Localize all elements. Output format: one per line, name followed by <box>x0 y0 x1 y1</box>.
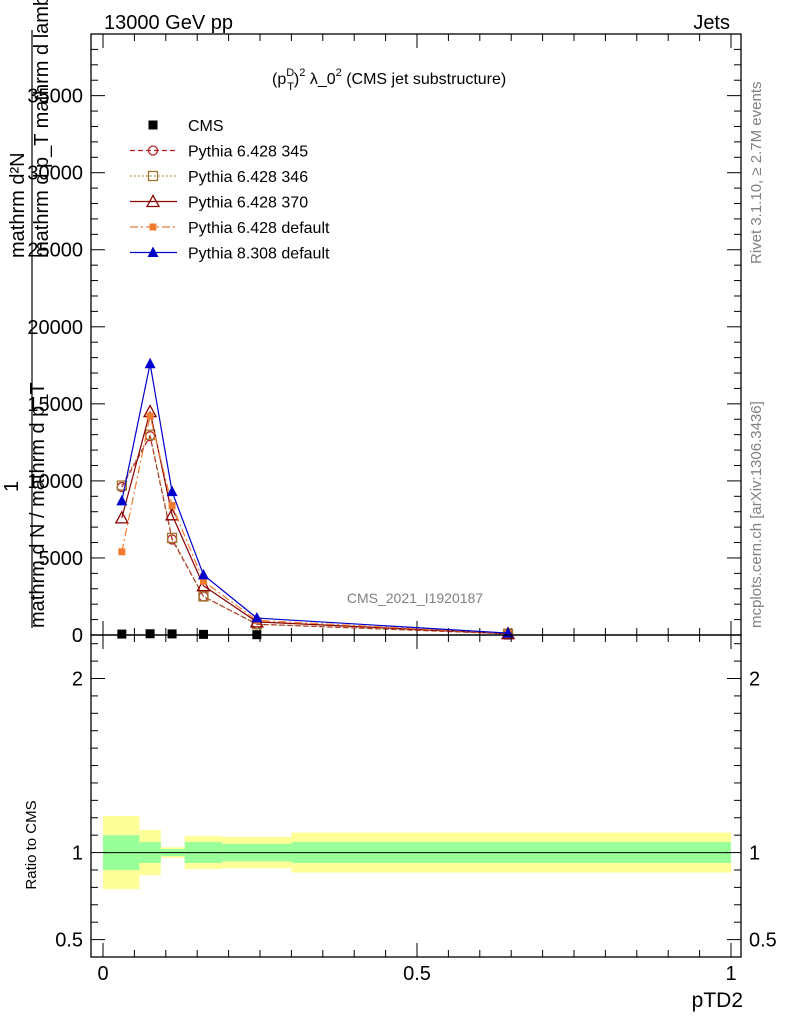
x-axis-label: pTD2 <box>692 989 743 1012</box>
ratio-y-tick-label: 2 <box>72 669 83 691</box>
main-y-axis-label: mathrm d²N mathrm d p_T mathrm d lambda … <box>1 0 53 628</box>
ratio-frame <box>90 634 742 958</box>
series-line <box>121 432 509 635</box>
legend-marker <box>147 246 159 257</box>
main-y-tick-label: 25000 <box>27 240 83 262</box>
data-point <box>251 612 263 623</box>
y-label-lead: 1 <box>1 481 23 492</box>
main-y-tick-label: 15000 <box>27 394 83 416</box>
legend-label: Pythia 8.308 default <box>188 246 330 263</box>
analysis-watermark: CMS_2021_I1920187 <box>347 590 483 606</box>
main-y-tick-label: 10000 <box>27 471 83 493</box>
data-point <box>197 568 209 580</box>
data-point <box>116 480 127 491</box>
ratio-plot-panel: 0.5 0.5 1 1 2 2 0 0.5 1 <box>55 634 777 985</box>
data-point <box>145 629 155 639</box>
ratio-y-tick-label: 0.5 <box>55 930 83 952</box>
header-left: 13000 GeV pp <box>104 12 233 34</box>
legend: CMS Pythia 6.428 345 Pythia 6.428 346 Pythi… <box>130 118 330 263</box>
data-point <box>164 507 180 521</box>
legend-marker <box>147 170 159 182</box>
data-point <box>117 629 127 639</box>
legend-marker <box>145 194 161 208</box>
x-tick-label: 0.5 <box>403 963 431 985</box>
legend-label: Pythia 6.428 345 <box>188 144 308 161</box>
rivet-version-label: Rivet 3.1.10, ≥ 2.7M events <box>748 82 765 265</box>
ratio-y-tick-label: 1 <box>749 843 760 865</box>
data-point <box>116 494 128 506</box>
ratio-y-axis-label: Ratio to CMS <box>23 800 40 889</box>
data-point <box>166 532 178 544</box>
y-label-denominator: mathrm d p_T mathrm d lambda <box>31 0 53 258</box>
y-label-numerator: mathrm d²N <box>7 152 29 258</box>
mcplots-label: mcplots.cern.ch [arXiv:1306.3436] <box>748 401 765 628</box>
data-point <box>198 591 209 602</box>
legend-marker <box>147 145 159 156</box>
data-point <box>196 578 211 592</box>
data-point <box>144 357 156 369</box>
series-line <box>121 411 509 635</box>
data-point <box>146 412 154 420</box>
main-plot-panel: 0 5000 10000 15000 20000 25000 30000 35000 <box>27 33 742 647</box>
plot-title: (pD T)2 λ_02 (CMS jet substructure) <box>272 67 506 93</box>
ratio-y-tick-label: 1 <box>72 843 83 865</box>
main-y-tick-label: 20000 <box>27 317 83 339</box>
header-right: Jets <box>693 12 730 34</box>
data-point <box>118 548 126 556</box>
ratio-y-tick-label: 2 <box>749 669 760 691</box>
data-point <box>114 510 129 524</box>
data-point <box>168 502 176 510</box>
ratio-y-tick-label: 0.5 <box>749 930 777 952</box>
main-y-tick-label: 5000 <box>39 548 84 570</box>
y-label-fraction: mathrm d N / mathrm d p_T <box>27 382 49 628</box>
series-line <box>121 416 509 635</box>
main-y-tick-label: 0 <box>72 625 83 647</box>
main-y-tick-label: 30000 <box>27 163 83 185</box>
x-tick-label: 1 <box>725 963 736 985</box>
x-tick-label: 0 <box>97 963 108 985</box>
legend-label: CMS <box>188 118 224 135</box>
data-point <box>166 485 178 497</box>
data-point <box>199 577 207 585</box>
main-y-tick-label: 35000 <box>27 86 83 108</box>
series-2 <box>116 429 514 639</box>
data-point <box>167 629 177 639</box>
series-line <box>121 363 509 634</box>
legend-marker <box>148 120 158 130</box>
legend-label: Pythia 6.428 346 <box>188 169 308 186</box>
legend-label: Pythia 6.428 370 <box>188 195 308 212</box>
series-5 <box>116 357 514 638</box>
legend-label: Pythia 6.428 default <box>188 220 330 237</box>
legend-marker <box>149 223 157 231</box>
